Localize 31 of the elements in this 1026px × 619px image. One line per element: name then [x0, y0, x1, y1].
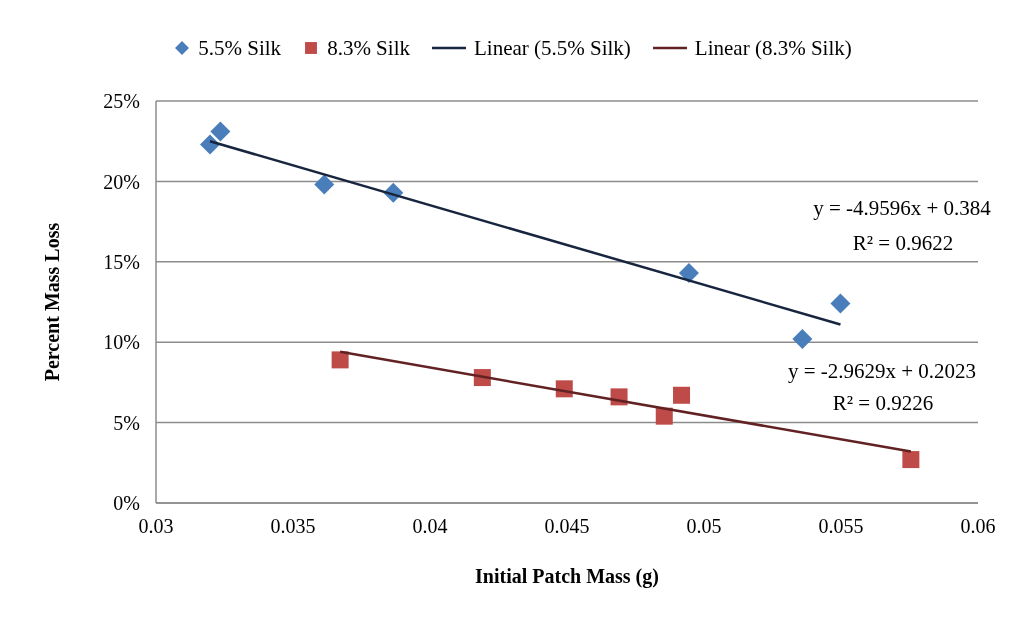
x-tick-label: 0.06 [960, 515, 996, 538]
point [792, 328, 813, 349]
point [673, 386, 691, 404]
annotation: R² = 0.9226 [831, 390, 935, 416]
y-tick-label: 15% [103, 250, 140, 273]
y-axis-title: Percent Mass Loss [41, 222, 64, 382]
legend-label: Linear (5.5% Silk) [473, 35, 631, 61]
point [210, 121, 231, 142]
y-tick-label: 0% [113, 492, 140, 515]
x-tick-label: 0.03 [138, 515, 174, 538]
x-tick-label: 0.055 [818, 515, 864, 538]
y-tick-label: 20% [103, 170, 140, 193]
point [314, 174, 335, 195]
point [902, 451, 920, 469]
y-tick-label: 10% [103, 331, 140, 354]
y-tick-label: 5% [113, 411, 140, 434]
x-tick-label: 0.035 [270, 515, 316, 538]
legend-label: Linear (8.3% Silk) [694, 35, 852, 61]
x-tick-label: 0.04 [412, 515, 448, 538]
point [331, 351, 349, 369]
x-axis-title: Initial Patch Mass (g) [475, 565, 659, 588]
point [678, 263, 699, 284]
x-tick-label: 0.045 [544, 515, 590, 538]
legend-label: 8.3% Silk [327, 35, 410, 61]
point [830, 293, 851, 314]
legend-label: 5.5% Silk [198, 35, 282, 61]
x-tick-label: 0.05 [686, 515, 722, 538]
annotation: R² = 0.9622 [851, 230, 955, 256]
annotation: y = -4.9596x + 0.384 [812, 195, 992, 221]
y-tick-label: 25% [103, 90, 140, 113]
annotation: y = -2.9629x + 0.2023 [786, 358, 978, 384]
